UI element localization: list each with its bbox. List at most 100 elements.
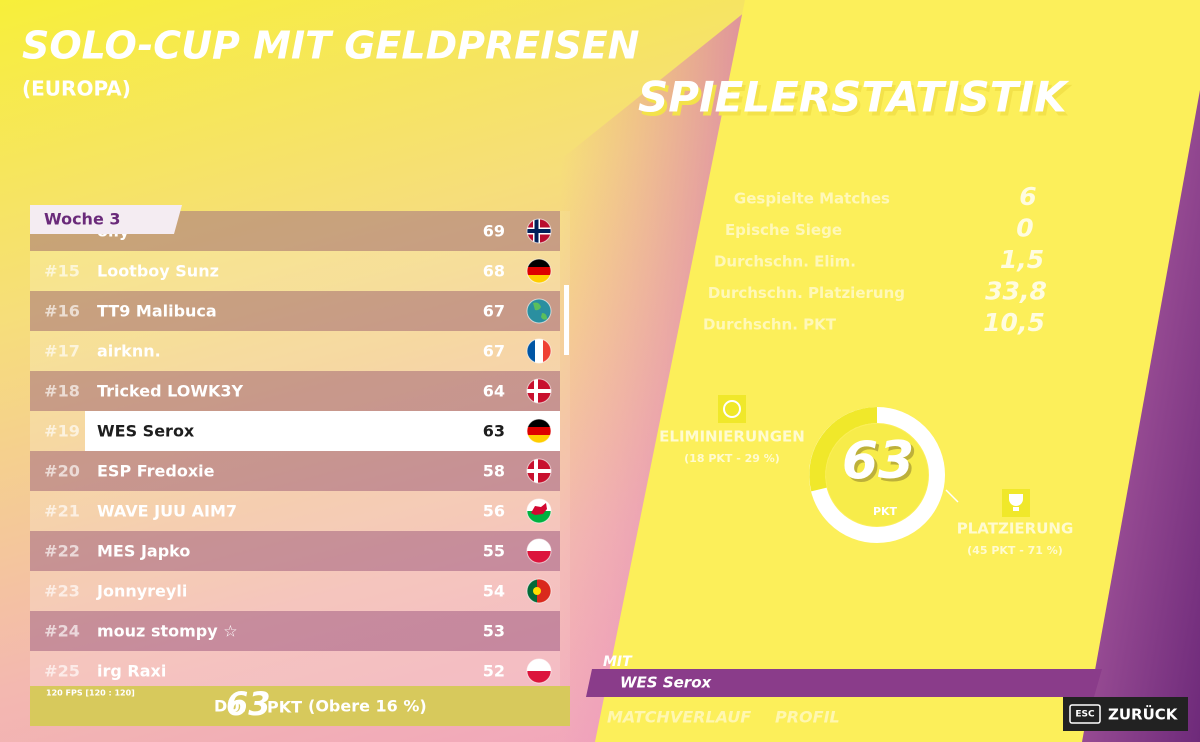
leaderboard-row[interactable]: #19 WES Serox 63 — [30, 411, 560, 451]
elim-detail: (18 PKT - 29 %) — [684, 452, 780, 465]
row-bg — [30, 611, 560, 651]
scrollbar[interactable] — [564, 285, 569, 355]
tab-profile[interactable]: PROFIL — [775, 708, 840, 727]
flag-part — [527, 551, 551, 563]
row-points: 68 — [483, 262, 505, 281]
leaderboard-row[interactable]: #17 airknn. 67 — [30, 331, 560, 371]
leaderboard-row[interactable]: #16 TT9 Malibuca 67 — [30, 291, 560, 331]
row-highlight — [85, 411, 560, 451]
flag-part — [527, 579, 537, 603]
flag — [527, 499, 551, 523]
flag-part — [527, 275, 551, 283]
elim-icon-glyph — [723, 400, 741, 418]
flag — [527, 419, 551, 443]
row-points: 69 — [483, 222, 505, 241]
row-rank: #18 — [44, 382, 80, 401]
flag — [527, 379, 551, 403]
back-label: ZURÜCK — [1108, 705, 1179, 724]
leaderboard-row[interactable]: #21 WAVE JUU AIM7 56 — [30, 491, 560, 531]
row-rank: #19 — [44, 422, 80, 441]
flag-rim — [526, 218, 552, 244]
row-bg — [30, 571, 560, 611]
flag-rim — [526, 578, 552, 604]
stat-label: Durchschn. PKT — [703, 316, 837, 334]
flag-part — [527, 419, 551, 427]
flag-part — [527, 469, 551, 473]
leaderboard-row[interactable]: #22 MES Japko 55 — [30, 531, 560, 571]
flag-rim — [526, 458, 552, 484]
row-bg — [30, 531, 560, 571]
leaderboard-row[interactable]: #15 Lootboy Sunz 68 — [30, 251, 560, 291]
flag — [527, 579, 551, 603]
flag-part — [527, 671, 551, 683]
row-rank: #23 — [44, 582, 80, 601]
leaderboard-row[interactable]: #18 Tricked LOWK3Y 64 — [30, 371, 560, 411]
stat-value: 6 — [1019, 182, 1036, 211]
elim-label: ELIMINIERUNGEN — [659, 428, 805, 446]
back-button[interactable] — [1063, 697, 1188, 731]
row-rank: #22 — [44, 542, 80, 561]
leaderboard-row[interactable]: #20 ESP Fredoxie 58 — [30, 451, 560, 491]
stats-panel — [595, 0, 1200, 742]
title: SOLO-CUP MIT GELDPREISEN — [22, 24, 639, 68]
score-shadow: 63 — [845, 434, 917, 494]
leaderboard-row[interactable]: #24 mouz stompy ☆ 53 — [30, 611, 560, 651]
flag-part — [527, 267, 551, 275]
row-name: Lootboy Sunz — [97, 262, 219, 281]
placement-detail: (45 PKT - 71 %) — [967, 544, 1063, 557]
stat-label: Epische Siege — [725, 221, 842, 239]
stat-value: 10,5 — [983, 308, 1045, 337]
row-name: Jonnyreyli — [96, 582, 187, 601]
esc-label: ESC — [1075, 710, 1095, 720]
flag-part — [537, 579, 551, 603]
you-points: 63 — [226, 685, 271, 723]
row-points: 56 — [483, 502, 505, 521]
row-bg — [30, 451, 560, 491]
tab-history[interactable]: MATCHVERLAUF — [607, 708, 751, 727]
row-name: TT9 Malibuca — [97, 302, 217, 321]
flag-rim — [526, 658, 552, 684]
you-rank: (Obere 16 %) — [308, 697, 427, 716]
leaderboard-row[interactable]: #25 irg Raxi 52 — [30, 651, 560, 691]
row-name: Tricked LOWK3Y — [97, 382, 244, 401]
row-points: 63 — [483, 422, 505, 441]
flag-part — [527, 659, 551, 671]
esc-key — [1069, 704, 1101, 724]
flag-part — [533, 587, 541, 595]
elim-arc — [809, 407, 878, 492]
flag — [527, 459, 551, 483]
stats: Gespielte Matches 6 Epische Siege 0 Durchsch… — [703, 182, 1047, 337]
flag-rim — [526, 378, 552, 404]
row-name: WES Serox — [97, 422, 195, 441]
row-name: ESP Fredoxie — [97, 462, 215, 481]
flag-rim — [526, 538, 552, 564]
row-points: 58 — [483, 462, 505, 481]
stat-label: Gespielte Matches — [734, 190, 890, 208]
flag-part — [527, 389, 551, 393]
score-unit: PKT — [873, 505, 898, 518]
row-rank: #15 — [44, 262, 80, 281]
row-bg — [30, 371, 560, 411]
flag-part — [527, 435, 551, 443]
flag — [527, 339, 551, 363]
row-rank: #17 — [44, 342, 80, 361]
row-rank: #25 — [44, 662, 80, 681]
stat-value: 0 — [1016, 214, 1033, 243]
row-name: mouz stompy ☆ — [97, 622, 238, 641]
flag-rim — [526, 418, 552, 444]
flag-rim — [526, 338, 552, 364]
leaderboard-row[interactable]: #23 Jonnyreyli 54 — [30, 571, 560, 611]
row-name: MES Japko — [97, 542, 190, 561]
row-rank: #20 — [44, 462, 80, 481]
flag-rim — [526, 258, 552, 284]
row-rank: #24 — [44, 622, 80, 641]
flag — [527, 299, 551, 323]
week-tab[interactable] — [30, 205, 182, 234]
flag-part — [543, 339, 551, 363]
flag-part — [535, 339, 543, 363]
stat-value: 1,5 — [1000, 245, 1044, 274]
row-points: 52 — [483, 662, 505, 681]
score-value: 63 — [842, 431, 914, 491]
row-points: 53 — [483, 622, 505, 641]
